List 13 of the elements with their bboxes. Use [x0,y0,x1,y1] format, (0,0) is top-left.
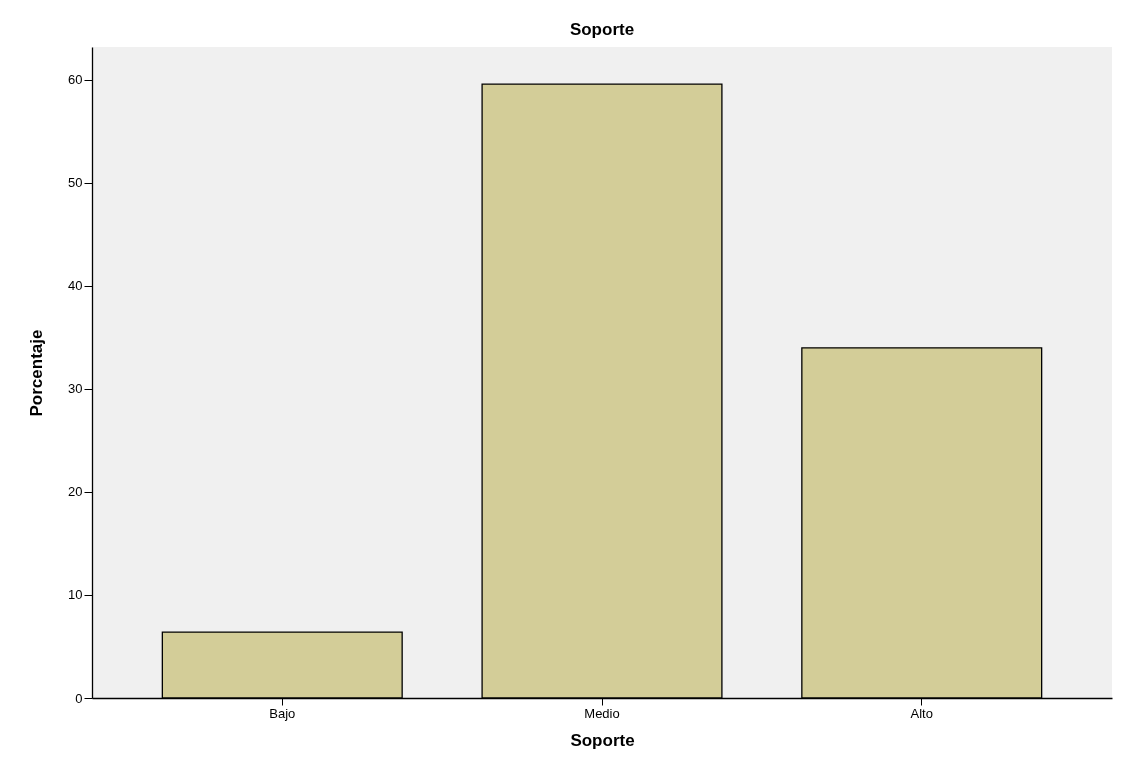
x-tick-label: Alto [910,705,933,721]
y-tick-label: 20 [68,484,83,500]
y-axis-title: Porcentaje [27,329,47,417]
y-tick-label: 0 [75,690,83,706]
x-axis-title: Soporte [570,730,635,750]
x-tick-label: Bajo [269,705,296,721]
x-tick-label: Medio [584,705,620,721]
y-tick-label: 10 [68,587,83,603]
chart-title: Soporte [569,20,635,39]
y-tick-label: 30 [68,381,83,397]
y-tick-label: 60 [68,72,83,88]
y-tick-label: 40 [68,278,83,294]
y-tick-label: 50 [68,175,83,191]
